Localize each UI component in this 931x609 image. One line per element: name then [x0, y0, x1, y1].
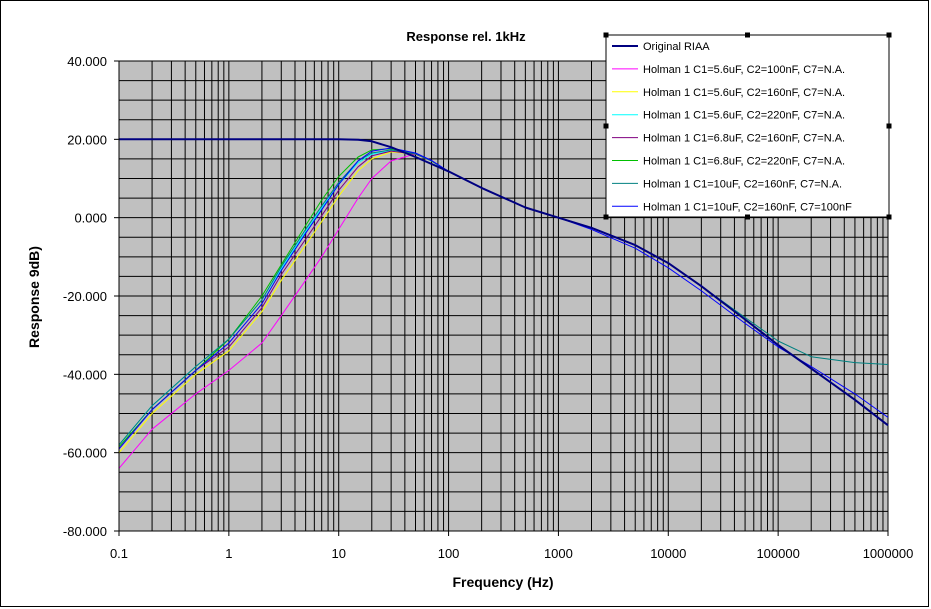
x-tick-label: 0.1 — [110, 546, 128, 561]
legend-box — [605, 34, 890, 218]
axes: 0.1 1 10 100 1000 10000 100000 1000000 40.000 20.… — [63, 54, 913, 561]
x-tick-label: 1000000 — [863, 546, 914, 561]
y-tick-label: 0.000 — [74, 211, 107, 226]
legend-entry-5: Holman 1 C1=6.8uF, C2=160nF, C7=N.A. — [643, 133, 845, 145]
series-lines — [118, 138, 889, 469]
y-tick-label: 40.000 — [67, 54, 107, 69]
legend-selection-handle — [603, 123, 609, 129]
legend-selection-handle — [745, 32, 750, 38]
legend-selection-handle — [886, 32, 892, 38]
legend-entry-7: Holman 1 C1=10uF, C2=160nF, C7=N.A. — [643, 178, 842, 190]
legend-selection-handle — [603, 32, 609, 38]
y-tick-label: 20.000 — [67, 132, 107, 147]
legend-selection-handle — [886, 123, 892, 129]
legend-entry-8: Holman 1 C1=10uF, C2=160nF, C7=100nF — [643, 201, 852, 213]
legend-selection-handle — [886, 214, 892, 220]
legend-entry-3: Holman 1 C1=5.6uF, C2=160nF, C7=N.A. — [643, 87, 845, 99]
series-line-1 — [119, 138, 889, 427]
y-tick-label: -60.000 — [63, 446, 107, 461]
y-tick-label: -40.000 — [63, 367, 107, 382]
chart-title: Response rel. 1kHz — [406, 29, 526, 44]
legend-selection-handle — [745, 214, 750, 220]
x-tick-label: 100 — [438, 546, 460, 561]
x-tick-label: 10000 — [650, 546, 686, 561]
x-tick-label: 100000 — [756, 546, 799, 561]
x-axis-label: Frequency (Hz) — [452, 574, 553, 590]
x-tick-label: 10 — [331, 546, 345, 561]
y-tick-label: -80.000 — [63, 524, 107, 539]
x-tick-label: 1 — [225, 546, 232, 561]
legend-entry-6: Holman 1 C1=6.8uF, C2=220nF, C7=N.A. — [643, 156, 845, 168]
y-tick-label: -20.000 — [63, 289, 107, 304]
series-line-8 — [118, 147, 889, 450]
legend[interactable]: Original RIAA Holman 1 C1=5.6uF, C2=100nF… — [603, 32, 892, 220]
x-tick-label: 1000 — [544, 546, 573, 561]
legend-entry-1: Original RIAA — [643, 41, 710, 53]
y-axis-label: Response 9dB) — [26, 246, 42, 348]
legend-selection-handle — [603, 214, 609, 220]
legend-entry-2: Holman 1 C1=5.6uF, C2=100nF, C7=N.A. — [643, 64, 845, 76]
legend-entry-4: Holman 1 C1=5.6uF, C2=220nF, C7=N.A. — [643, 110, 845, 122]
